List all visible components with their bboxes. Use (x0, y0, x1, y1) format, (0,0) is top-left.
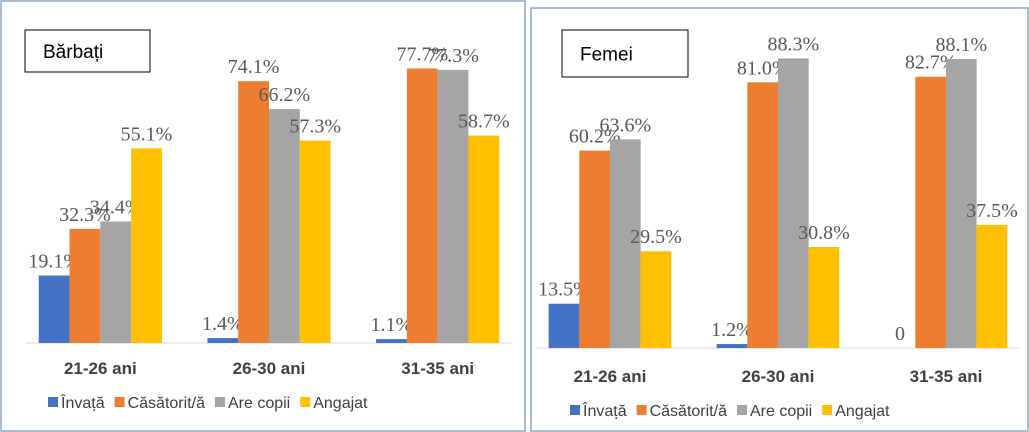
bar (610, 139, 641, 348)
data-label: 37.5% (966, 200, 1018, 222)
data-label: 74.1% (228, 56, 280, 78)
bar (716, 344, 748, 348)
legend-label: Angajat (313, 395, 368, 412)
data-label: 58.7% (458, 111, 510, 133)
data-label: 1.1% (371, 314, 413, 336)
title-box (24, 29, 151, 73)
bar (437, 69, 469, 343)
data-label: 82.7% (905, 52, 957, 74)
chart-title: Bărbați (43, 42, 103, 63)
legend-swatch (114, 397, 125, 407)
bar (376, 339, 407, 343)
legend-label: Căsătorit/ă (128, 395, 205, 412)
bar (747, 82, 778, 348)
bar (406, 68, 438, 344)
legend-label: Are copii (228, 395, 290, 412)
data-label: 0 (895, 323, 905, 345)
data-label: 30.8% (798, 222, 850, 244)
bar (100, 221, 132, 343)
x-tick-label: 21-26 ani (64, 359, 137, 378)
data-label: 88.1% (935, 34, 987, 56)
data-label: 19.1% (28, 251, 80, 273)
legend-label: Învață (582, 401, 627, 420)
legend-swatch (214, 397, 225, 407)
legend-label: Are copii (750, 403, 812, 420)
bar (38, 275, 70, 343)
legend-swatch (570, 405, 580, 415)
bar (808, 246, 840, 348)
data-label: 32.3% (59, 204, 111, 226)
legend-swatch (48, 397, 58, 407)
data-label: 1.4% (202, 313, 244, 335)
bar (640, 251, 672, 348)
x-tick-label: 31-35 ani (401, 359, 474, 378)
data-label: 57.3% (289, 116, 341, 138)
data-label: 77.7% (396, 43, 448, 65)
data-label: 13.5% (538, 279, 590, 301)
data-label: 34.4% (90, 196, 142, 218)
bar (548, 303, 580, 348)
bar (269, 109, 300, 344)
legend-label: Învață (60, 393, 105, 412)
data-label: 81.0% (737, 57, 789, 79)
x-tick-label: 26-30 ani (233, 359, 306, 378)
bar (131, 148, 162, 343)
data-label: 60.2% (569, 126, 621, 148)
data-label: 1.2% (711, 319, 753, 341)
data-label: 88.3% (767, 33, 819, 55)
bar (207, 338, 239, 343)
bar (579, 150, 610, 348)
bar (915, 76, 946, 348)
data-label: 77.3% (427, 45, 479, 67)
bar (778, 58, 809, 348)
legend-swatch (636, 405, 647, 415)
bar (468, 135, 500, 343)
bar (299, 140, 331, 343)
bar (976, 225, 1008, 348)
legend-swatch (736, 405, 747, 415)
data-label: 29.5% (630, 226, 682, 248)
title-box (561, 29, 689, 78)
x-tick-label: 21-26 ani (574, 367, 647, 386)
x-tick-label: 31-35 ani (910, 367, 983, 386)
legend-label: Căsătorit/ă (650, 403, 727, 420)
legend-swatch (822, 405, 833, 415)
legend-swatch (300, 397, 311, 407)
chart-title: Femei (580, 45, 633, 66)
x-tick-label: 26-30 ani (742, 367, 815, 386)
data-label: 63.6% (599, 114, 651, 136)
data-label: 55.1% (121, 123, 173, 145)
legend-label: Angajat (835, 403, 890, 420)
bar (238, 81, 269, 344)
bar (946, 59, 977, 348)
bar (69, 228, 101, 343)
data-label: 66.2% (259, 84, 311, 106)
